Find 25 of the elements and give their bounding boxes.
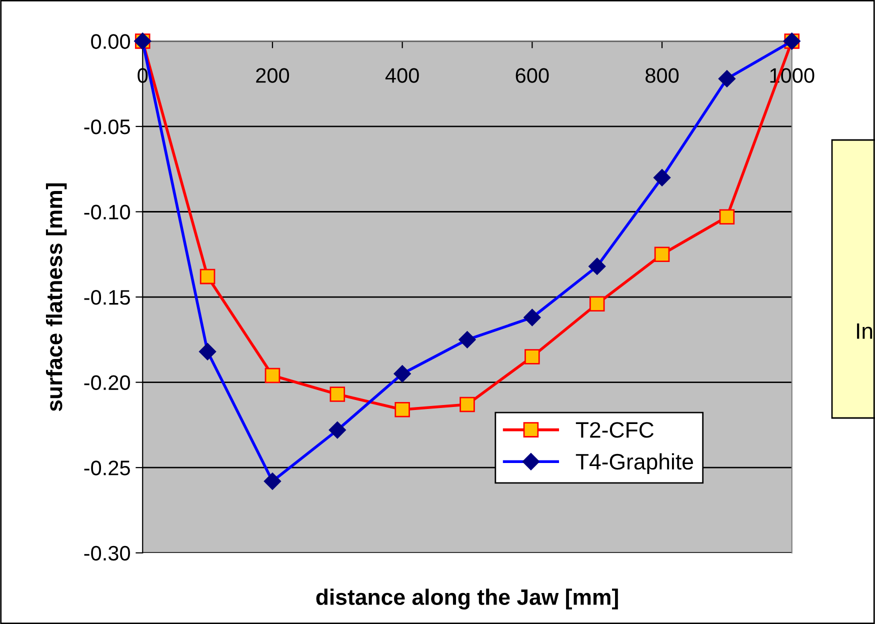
point (394, 402, 410, 418)
y-tick-label: 0.00 (91, 34, 130, 49)
y-tick-label: -0.15 (84, 290, 130, 305)
point (589, 296, 605, 312)
x-tick-label: 200 (256, 68, 290, 83)
y-axis-title: surface flatness [mm] (46, 183, 67, 412)
x-axis-title: distance along the Jaw [mm] (316, 588, 618, 610)
point (524, 349, 540, 364)
point (330, 386, 346, 402)
point (654, 246, 670, 262)
point (200, 268, 216, 284)
text: In (857, 323, 872, 339)
y-tick-label: -0.30 (84, 546, 130, 561)
legend-label: T4-Graphite (576, 453, 693, 474)
point (460, 396, 475, 412)
y-tick-label: -0.05 (84, 119, 130, 134)
x-tick-label: 800 (646, 68, 679, 83)
legend-label: T2-CFC (576, 422, 654, 438)
x-tick-label: 400 (385, 68, 419, 83)
y-tick-label: -0.25 (84, 460, 130, 476)
y-tick-label: -0.10 (84, 204, 130, 220)
point (264, 368, 280, 384)
y-tick-label: -0.20 (84, 375, 130, 390)
point (719, 209, 735, 224)
x-tick-label: 600 (516, 68, 549, 83)
